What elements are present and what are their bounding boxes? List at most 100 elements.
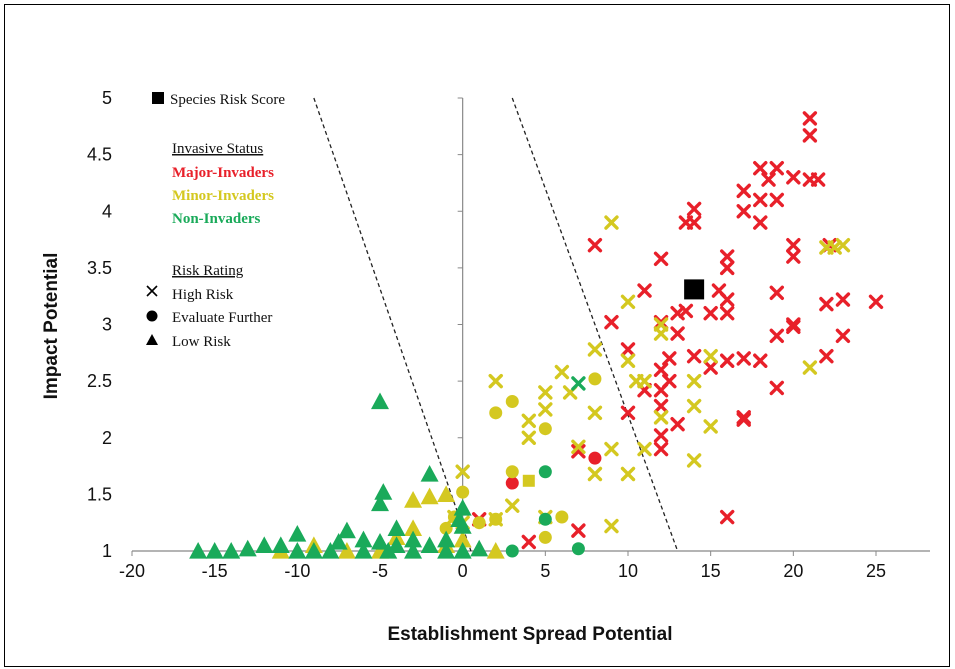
x-marker-point [653, 410, 669, 425]
triangle-marker-point [404, 530, 423, 548]
x-marker-point [736, 412, 751, 427]
x-marker-point [604, 315, 619, 330]
circle-marker-point [538, 512, 552, 526]
circle-marker-point [472, 516, 486, 530]
triangle-marker-point [420, 464, 439, 482]
x-marker-point [587, 342, 603, 357]
triangle-marker-point [288, 525, 307, 542]
x-marker-point [720, 260, 735, 276]
triangle-marker-point [255, 536, 274, 553]
circle-marker-point [571, 542, 585, 556]
x-marker-point [720, 292, 735, 307]
triangle-marker-point [371, 494, 389, 512]
x-marker-point [686, 398, 702, 414]
x-marker-point [670, 305, 685, 321]
x-marker-point [753, 353, 768, 368]
legend-minor-invaders: Minor-Invaders [172, 188, 274, 204]
legend-status-title: Invasive Status [172, 141, 263, 157]
legend-non-invaders: Non-Invaders [172, 211, 261, 227]
triangle-marker-point [437, 485, 456, 503]
triangle-marker-point [304, 542, 323, 559]
x-marker-point [769, 380, 784, 396]
triangle-marker-point [453, 498, 472, 516]
triangle-marker-point [420, 487, 439, 505]
triangle-marker-point [222, 542, 241, 559]
x-marker-point [761, 172, 776, 187]
x-marker-point [686, 373, 702, 389]
legend-low-risk: Low Risk [172, 334, 231, 350]
y-tick-label: 1 [102, 541, 112, 561]
x-marker-point [703, 360, 718, 375]
x-marker-point [769, 161, 784, 176]
x-marker-point [587, 238, 603, 253]
threshold-lines [313, 97, 679, 552]
x-marker-point [620, 466, 636, 482]
x-marker-point [653, 428, 669, 443]
x-marker-point [678, 215, 694, 230]
triangle-marker-point [453, 530, 472, 548]
y-tick-label: 2.5 [87, 371, 112, 391]
triangle-marker-point [420, 536, 439, 553]
x-marker-point [769, 285, 784, 300]
triangle-marker-point [354, 530, 373, 548]
triangle-marker-point [437, 542, 456, 559]
x-marker-point [455, 464, 470, 479]
x-tick-label: -20 [119, 561, 145, 581]
x-marker-point [620, 294, 636, 310]
x-marker-point [868, 294, 884, 310]
x-tick-label: 20 [783, 561, 803, 581]
triangle-marker-point [329, 532, 348, 550]
x-marker-point [802, 111, 818, 126]
triangle-marker-point [337, 521, 356, 539]
x-marker-point [736, 204, 751, 219]
threshold-line [511, 97, 679, 552]
x-marker-point [538, 385, 553, 400]
x-marker-point [662, 351, 677, 366]
x-tick-label: 25 [866, 561, 886, 581]
x-marker-point [720, 249, 735, 264]
x-marker-point [686, 201, 702, 217]
triangle-marker-point [371, 532, 389, 550]
legend-rating-title: Risk Rating [172, 263, 244, 279]
x-marker-point [620, 342, 636, 357]
x-marker-point [587, 466, 603, 482]
triangle-marker-point [374, 483, 393, 500]
x-marker-point [653, 398, 669, 414]
x-marker-point [686, 453, 702, 468]
triangle-marker-point [404, 491, 423, 508]
y-tick-label: 1.5 [87, 484, 112, 504]
legend-major-invaders: Major-Invaders [172, 165, 274, 181]
chart-frame [4, 4, 950, 667]
triangle-marker-point [379, 542, 398, 559]
x-marker-point [653, 362, 669, 377]
x-marker-point [703, 419, 718, 434]
x-marker-point [736, 183, 751, 199]
x-marker-point [571, 523, 586, 538]
y-tick-label: 3 [102, 315, 112, 335]
x-marker-point [653, 441, 669, 457]
species-risk-score-marker [684, 279, 705, 300]
x-marker-point [587, 405, 603, 421]
x-marker-point [604, 215, 619, 230]
circle-marker-point [555, 510, 569, 524]
x-marker-point [604, 441, 619, 457]
x-marker-point [819, 296, 834, 312]
x-marker-point [720, 509, 735, 525]
x-marker-legend-icon [146, 285, 158, 297]
circle-marker-point [538, 422, 552, 436]
x-marker-point [488, 373, 503, 389]
circle-marker-point [505, 544, 519, 558]
x-marker-point [620, 405, 636, 421]
triangle-marker-point [371, 392, 389, 410]
threshold-line [313, 97, 472, 552]
legend-high-risk: High Risk [172, 287, 234, 303]
triangle-marker-point [404, 519, 423, 536]
circle-marker-point [489, 406, 503, 420]
x-marker-point [620, 353, 636, 368]
triangle-marker-point [271, 536, 290, 553]
triangle-marker-point [437, 530, 456, 548]
triangle-marker-point [387, 519, 406, 536]
x-tick-label: -5 [372, 561, 388, 581]
x-marker-point [637, 283, 652, 298]
